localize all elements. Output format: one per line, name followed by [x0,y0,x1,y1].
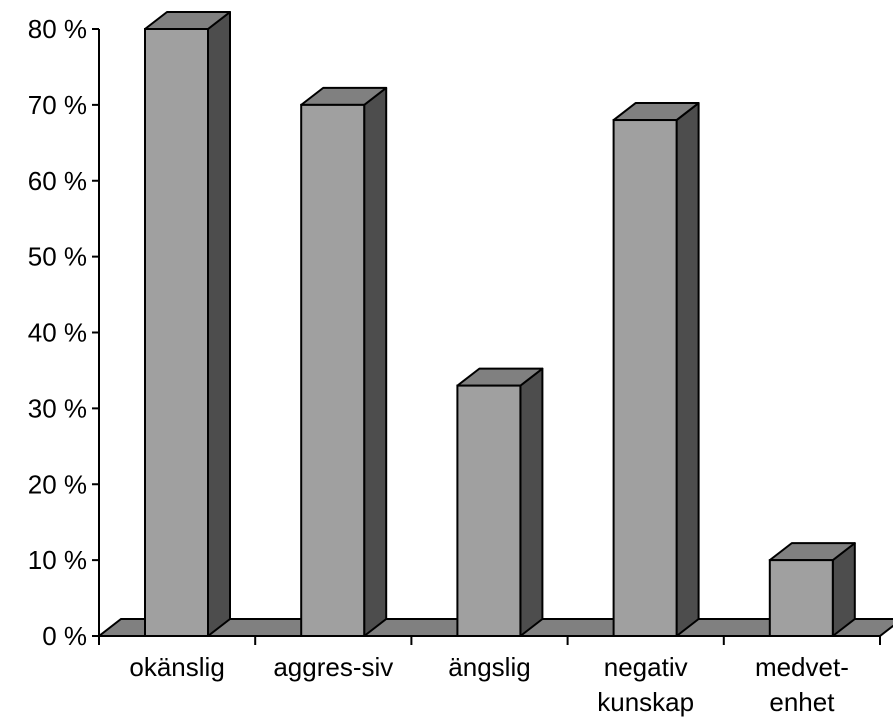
x-category-label: medvet-enhet [755,652,849,717]
bar [456,367,544,637]
bar-front-face [768,559,834,637]
bar-side-face [363,86,388,637]
y-tick-label: 60 % [28,166,87,196]
y-tick-label: 40 % [28,318,87,348]
bar-side-face [675,102,700,637]
x-category-label-line: medvet- [755,652,849,682]
bar-side-face [207,11,231,637]
y-tick-label: 50 % [28,242,87,272]
x-category-label: negativ kunskap [597,652,694,717]
bar-side-face [519,367,544,637]
bar [144,11,231,637]
y-tick-label: 0 % [42,621,87,651]
bar-front-face [144,28,209,637]
y-tick-label: 80 % [28,14,87,44]
x-category-label: okänslig [129,652,224,682]
x-category-label-line: enhet [769,687,835,717]
x-category-label-line: aggres-siv [273,652,393,682]
chart-bars-layer [144,11,856,638]
x-category-label-line: okänslig [129,652,224,682]
y-tick-label: 10 % [28,545,87,575]
y-tick-label: 30 % [28,393,87,423]
x-category-label: ängslig [448,652,530,682]
bar-front-face [300,103,366,637]
bar-front-face [612,119,678,638]
bar-front-face [456,384,522,637]
x-category-label-line: negativ [604,652,688,682]
bar [768,542,856,637]
bar [300,86,388,637]
y-tick-label: 20 % [28,469,87,499]
y-tick-label: 70 % [28,90,87,120]
x-category-label-line: ängslig [448,652,530,682]
bar [612,102,700,638]
chart-labels-layer: 0 % 10 % 20 % 30 % 40 % 50 % 60 % 70 % 80 % okäns… [28,14,849,717]
x-category-label: aggres-siv [273,652,393,682]
x-category-label-line: kunskap [597,687,694,717]
